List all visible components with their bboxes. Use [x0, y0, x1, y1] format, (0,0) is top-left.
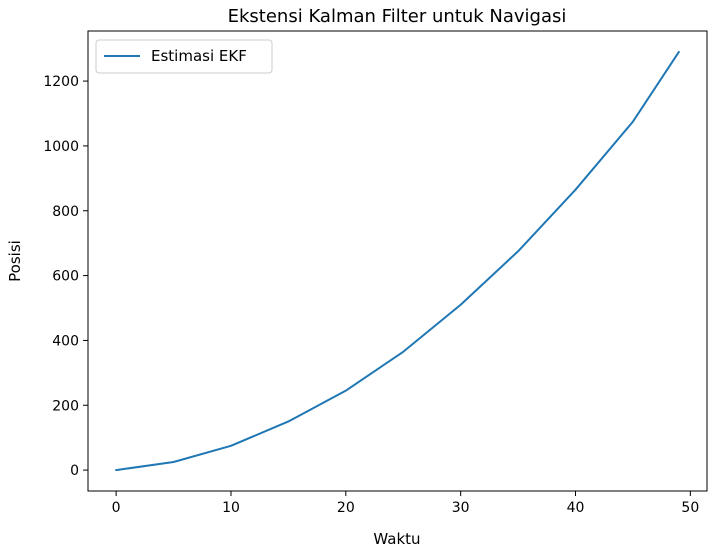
y-tick-label: 1200: [43, 74, 79, 90]
x-tick-label: 30: [452, 500, 470, 516]
x-axis: 0 10 20 30 40 50: [112, 491, 699, 516]
y-tick-label: 0: [70, 463, 79, 479]
y-axis: 0 200 400 600 800 1000 1200: [43, 74, 88, 479]
series-layer: [115, 50, 680, 472]
x-tick-label: 50: [681, 500, 699, 516]
y-tick-label: 600: [52, 269, 79, 285]
plot-area-frame: [87, 30, 708, 492]
x-tick-label: 20: [337, 500, 355, 516]
legend-label: Estimasi EKF: [151, 47, 247, 65]
series-line: [115, 50, 680, 472]
y-axis-label: Posisi: [6, 240, 24, 282]
y-tick-label: 800: [52, 204, 79, 220]
x-tick-label: 0: [112, 500, 121, 516]
legend: Estimasi EKF: [95, 39, 273, 74]
chart-title: Ekstensi Kalman Filter untuk Navigasi: [228, 6, 567, 27]
y-tick-label: 1000: [43, 139, 79, 155]
y-tick-label: 200: [52, 398, 79, 414]
x-axis-label: Waktu: [373, 530, 420, 548]
y-tick-label: 400: [52, 333, 79, 349]
x-tick-label: 10: [222, 500, 240, 516]
x-tick-label: 40: [567, 500, 585, 516]
legend-box: [95, 39, 273, 74]
